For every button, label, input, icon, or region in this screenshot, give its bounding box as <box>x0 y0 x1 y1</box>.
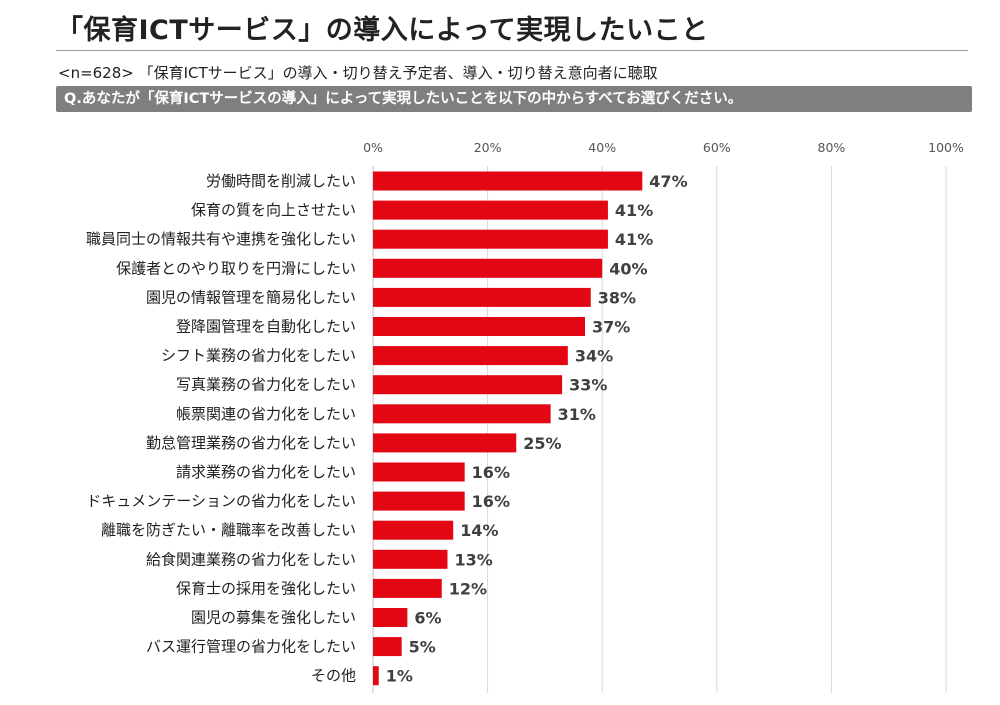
x-tick-label: 100% <box>928 140 964 155</box>
category-label: 帳票関連の省力化をしたい <box>176 405 356 423</box>
value-label: 1% <box>386 667 413 686</box>
value-label: 31% <box>558 405 596 424</box>
question-banner: Q.あなたが「保育ICTサービスの導入」によって実現したいことを以下の中からすべ… <box>56 86 972 112</box>
bar <box>373 229 608 249</box>
value-label: 16% <box>472 463 510 482</box>
value-label: 25% <box>523 434 561 453</box>
bar <box>373 608 408 627</box>
bar <box>373 637 402 657</box>
category-label: 給食関連業務の省力化をしたい <box>146 550 356 568</box>
value-label: 40% <box>609 259 647 278</box>
value-labels: 47% 41% 41% 40% 38% 37% 34% 33% 31% 25% 16% 16% 14% 1… <box>386 172 688 686</box>
grid-lines <box>372 166 947 693</box>
bar <box>373 346 568 366</box>
x-tick-label: 40% <box>588 140 616 155</box>
bar <box>373 317 586 336</box>
bar <box>373 171 643 191</box>
sample-note: <n=628> 「保育ICTサービス」の導入・切り替え予定者、導入・切り替え意向… <box>58 64 658 82</box>
value-label: 13% <box>454 550 492 569</box>
category-label: 園児の情報管理を簡易化したい <box>146 288 356 306</box>
bar <box>373 520 454 540</box>
category-label: 園児の募集を強化したい <box>191 609 356 627</box>
value-label: 41% <box>615 230 653 249</box>
x-tick-label: 80% <box>818 140 846 155</box>
category-label: 保護者とのやり取りを円滑にしたい <box>116 259 356 277</box>
bar <box>373 491 465 511</box>
x-tick-label: 0% <box>363 140 383 155</box>
value-label: 41% <box>615 201 653 220</box>
category-label: 保育士の採用を強化したい <box>176 579 356 597</box>
value-label: 33% <box>569 376 607 395</box>
bar <box>373 200 608 220</box>
bar <box>373 578 442 598</box>
value-label: 38% <box>598 288 636 307</box>
bar <box>373 666 379 686</box>
bar <box>373 287 591 307</box>
category-label: 保育の質を向上させたい <box>191 201 356 219</box>
x-axis-tick-labels: 0% 20% 40% 60% 80% 100% <box>363 140 964 155</box>
value-label: 14% <box>460 521 498 540</box>
category-label: 写真業務の省力化をしたい <box>176 376 356 394</box>
category-label: 労働時間を削減したい <box>206 172 356 190</box>
bar <box>373 258 603 278</box>
category-labels: 労働時間を削減したい保育の質を向上させたい職員同士の情報共有や連携を強化したい保… <box>86 172 356 685</box>
page-title: 「保育ICTサービス」の導入によって実現したいこと <box>56 15 709 46</box>
category-label: 登降園管理を自動化したい <box>176 318 356 336</box>
value-label: 34% <box>575 347 613 366</box>
category-label: その他 <box>311 667 356 685</box>
title-divider <box>56 50 968 51</box>
category-label: 職員同士の情報共有や連携を強化したい <box>86 230 356 248</box>
category-label: 請求業務の省力化をしたい <box>176 463 356 481</box>
category-label: ドキュメンテーションの省力化をしたい <box>86 492 356 510</box>
value-label: 37% <box>592 318 630 337</box>
category-label: バス運行管理の省力化をしたい <box>146 638 356 656</box>
x-tick-label: 20% <box>474 140 502 155</box>
bar <box>373 404 551 424</box>
x-tick-label: 60% <box>703 140 731 155</box>
bars <box>373 171 643 686</box>
bar <box>373 462 465 482</box>
value-label: 16% <box>472 492 510 511</box>
category-label: シフト業務の省力化をしたい <box>161 347 356 365</box>
category-label: 勤怠管理業務の省力化をしたい <box>146 434 356 452</box>
value-label: 12% <box>449 579 487 598</box>
value-label: 47% <box>649 172 687 191</box>
value-label: 6% <box>414 609 441 628</box>
bar <box>373 433 517 453</box>
value-label: 5% <box>409 638 436 657</box>
category-label: 離職を防ぎたい・離職率を改善したい <box>101 521 356 539</box>
bar <box>373 549 448 569</box>
bar <box>373 375 563 395</box>
